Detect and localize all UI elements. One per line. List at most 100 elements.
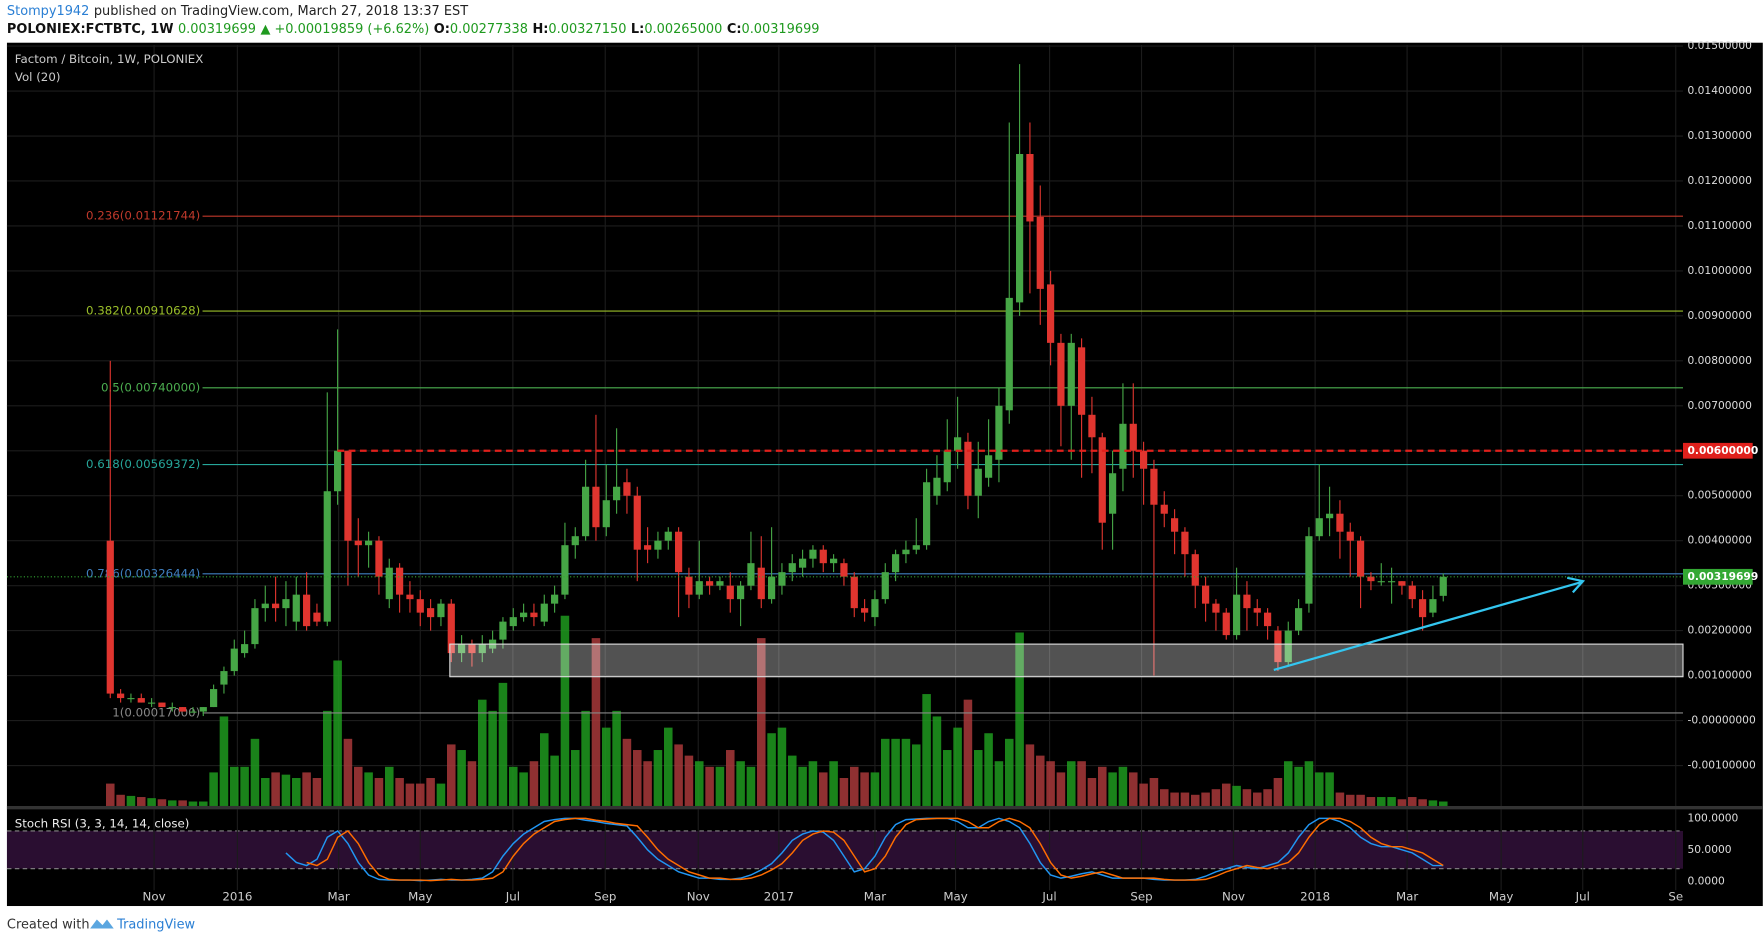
candle-body <box>974 468 982 496</box>
candle-body <box>1026 154 1034 222</box>
volume-bar <box>911 744 921 806</box>
price-tag-label: 0.00600000 <box>1687 444 1758 457</box>
candle-body <box>1263 612 1272 627</box>
volume-bar <box>116 794 125 806</box>
candle-body <box>985 455 993 478</box>
candle-body <box>458 644 466 654</box>
candle-body <box>179 707 187 712</box>
ohlc-label: O: <box>434 22 450 37</box>
volume-bar <box>261 778 270 806</box>
ohlc-value: 0.00265000 <box>644 22 722 37</box>
candle-body <box>1398 581 1406 586</box>
volume-bar <box>839 778 849 806</box>
volume-bar <box>240 766 249 806</box>
candle-body <box>1005 297 1013 411</box>
candle-body <box>840 563 848 577</box>
x-tick-label: May <box>943 890 967 904</box>
candle-body <box>923 482 931 546</box>
volume-bar <box>488 710 497 806</box>
ohlc-label: H: <box>532 22 548 37</box>
volume-bar <box>219 716 229 806</box>
volume-bar <box>560 615 570 806</box>
candle-body <box>1274 630 1282 663</box>
candle-body <box>633 495 641 550</box>
volume-bar <box>302 772 311 806</box>
change: ▲ +0.00019859 (+6.62%) <box>260 22 429 37</box>
volume-bar <box>922 694 931 806</box>
candle-body <box>1160 504 1168 514</box>
volume-bar <box>870 772 880 806</box>
x-tick-label: Nov <box>687 890 710 904</box>
volume-bar <box>1428 800 1438 806</box>
y-tick-label: 0.00400000 <box>1687 534 1752 547</box>
candle-body <box>830 558 838 564</box>
candle-body <box>520 612 528 618</box>
volume-bar <box>126 795 136 806</box>
volume-bar <box>1387 797 1396 806</box>
candle-body <box>1046 284 1055 343</box>
candle-body <box>1232 594 1241 636</box>
candle-body <box>726 585 734 600</box>
candle-body <box>954 437 962 451</box>
volume-bar <box>550 755 559 806</box>
volume-bar <box>684 755 694 806</box>
candle-body <box>1170 518 1179 532</box>
volume-bar <box>849 766 859 806</box>
volume-bar <box>199 801 208 806</box>
candle-body <box>189 711 197 713</box>
candle-body <box>881 572 889 600</box>
volume-bar <box>1294 766 1303 806</box>
candle-body <box>1243 594 1251 609</box>
y-tick-label: 0.00700000 <box>1687 399 1752 412</box>
volume-bar <box>1159 789 1169 806</box>
candle-body <box>850 576 858 609</box>
volume-bar <box>1066 761 1076 806</box>
x-tick-label: Jul <box>505 890 520 904</box>
y-tick-label: 0.01500000 <box>1687 39 1752 52</box>
volume-bar <box>478 699 487 806</box>
fib-label: 0.382(0.00910628) <box>86 304 200 318</box>
candle-body <box>582 486 590 537</box>
volume-bar <box>570 750 580 806</box>
support-zone <box>449 643 1684 678</box>
author[interactable]: Stompy1942 <box>7 4 89 19</box>
candle-body <box>210 689 218 708</box>
candle-body <box>1367 576 1375 582</box>
volume-bar <box>777 727 787 806</box>
candle-body <box>241 644 249 654</box>
candle-body <box>737 585 745 600</box>
stoch-line <box>285 817 1444 882</box>
volume-bar <box>632 750 642 806</box>
volume-bar <box>343 738 353 806</box>
candle-body <box>261 603 269 609</box>
fib-label: 0.786(0.00326444) <box>86 566 200 580</box>
volume-bar <box>601 727 611 806</box>
candle-body <box>1356 540 1365 577</box>
volume-bar <box>1180 792 1190 806</box>
overlay-layer: Nov 2016 Mar May Jul Sep Nov 2017 Mar May Jul Sep No… <box>6 442 1758 904</box>
fib-label: 0.5(0.00740000) <box>101 380 200 394</box>
volume-bar <box>829 761 838 806</box>
volume-bar <box>457 750 466 806</box>
candle-body <box>1129 423 1137 451</box>
volume-bar <box>581 710 590 806</box>
x-tick-label: May <box>408 890 432 904</box>
volume-bar <box>591 638 601 806</box>
price-tag <box>1682 568 1753 585</box>
x-tick-label: Nov <box>143 890 166 904</box>
y-tick-label: -0.00100000 <box>1687 759 1755 772</box>
x-tick-label: Jul <box>1575 890 1590 904</box>
price: 0.00319699 <box>178 22 256 37</box>
volume-bar <box>385 766 394 806</box>
volume-bar <box>1304 761 1314 806</box>
volume-bar <box>1170 792 1179 806</box>
volume-bar <box>137 797 146 806</box>
candle-body <box>1150 468 1158 505</box>
brand[interactable]: TradingView <box>116 918 195 933</box>
fib-label: 0.236(0.01121744) <box>86 209 200 223</box>
volume-bar <box>1108 772 1117 806</box>
x-tick-label: May <box>1489 890 1513 904</box>
candle-body <box>819 549 827 564</box>
candle-body <box>406 594 414 600</box>
candle-body <box>416 599 424 613</box>
